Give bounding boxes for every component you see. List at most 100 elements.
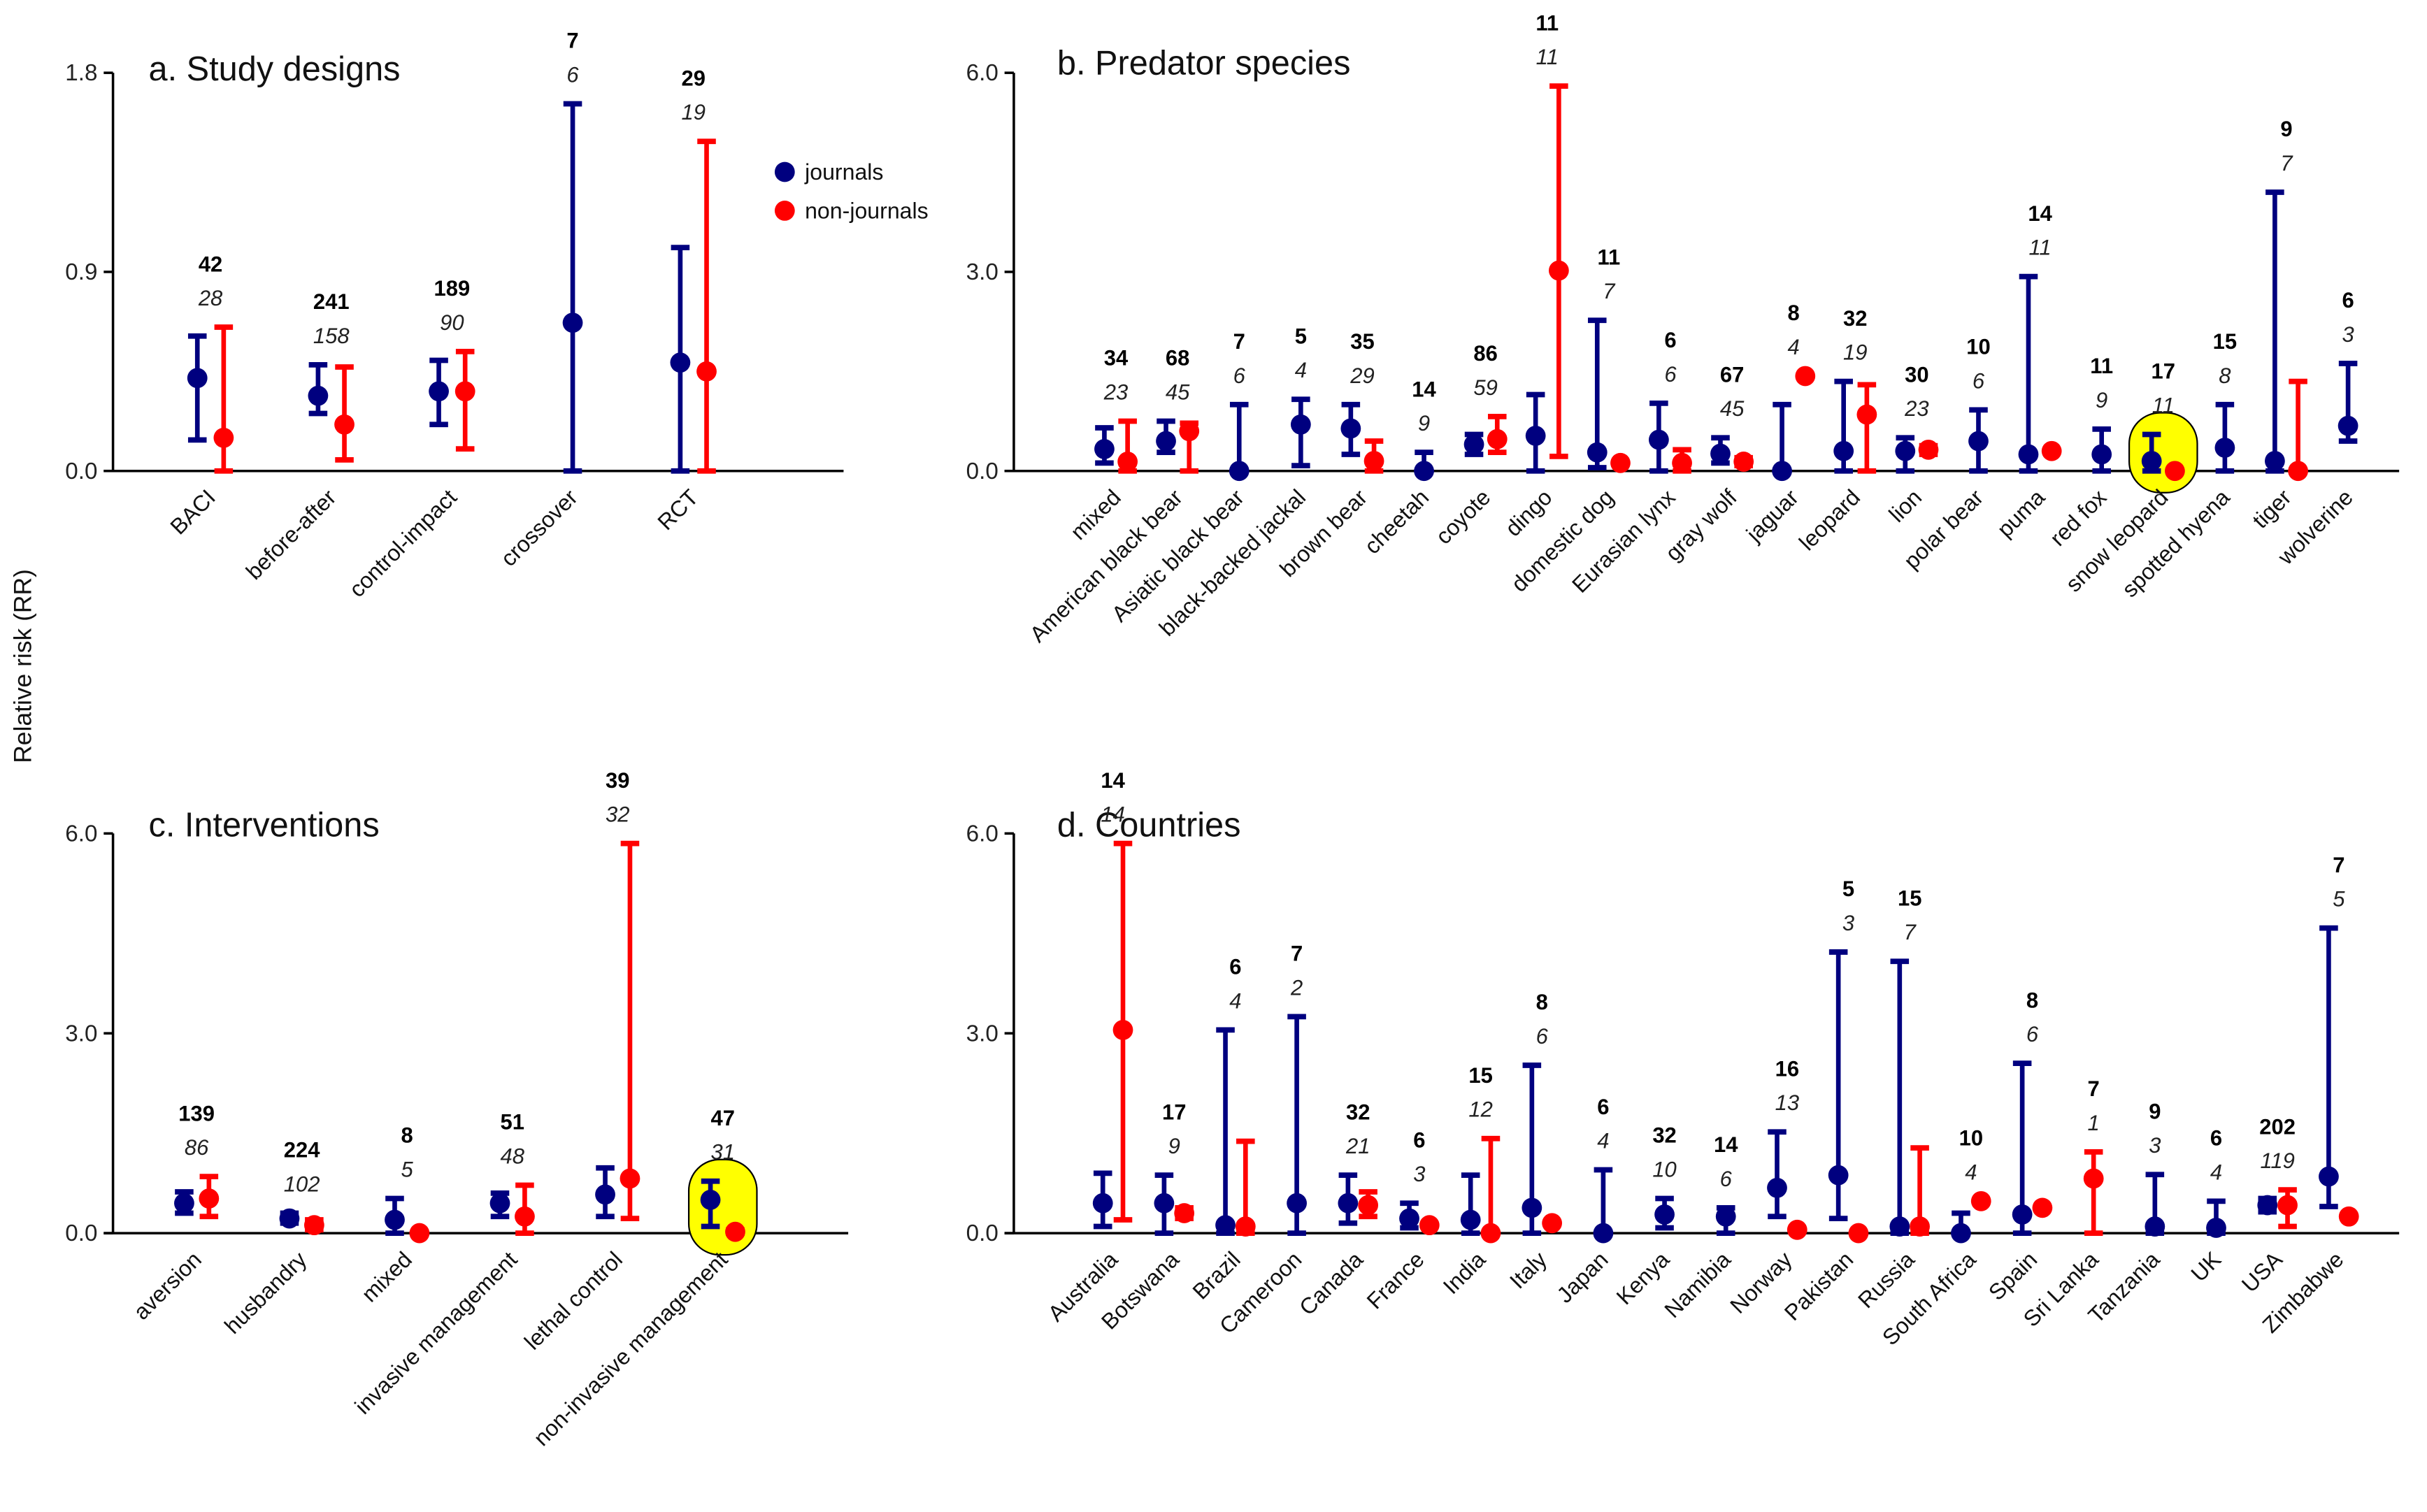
point-journals-russia (1889, 1216, 1910, 1237)
legend-label-journals: journals (804, 159, 883, 185)
point-non-journals-husbandry (303, 1215, 324, 1236)
category-label-cheetah: cheetah (1359, 484, 1433, 559)
n-sub-label: 12 (1468, 1097, 1492, 1122)
category-label-lion: lion (1884, 484, 1926, 527)
y-axis-label: Relative risk (RR) (8, 569, 36, 763)
point-journals-cheetah (1414, 461, 1434, 482)
point-non-journals-non-invasive-management (725, 1221, 745, 1242)
n-sub-label: 7 (2280, 151, 2293, 175)
n-sub-label: 21 (1345, 1134, 1370, 1158)
point-non-journals-snow-leopard (2165, 461, 2185, 482)
point-journals-polar-bear (1968, 431, 1989, 452)
point-journals-husbandry (279, 1208, 300, 1229)
n-sub-label: 11 (2029, 236, 2052, 260)
category-label-husbandry: husbandry (220, 1246, 311, 1339)
n-total-label: 34 (1104, 346, 1129, 370)
point-journals-italy (1522, 1197, 1542, 1218)
point-journals-south-africa (1951, 1223, 1971, 1244)
n-total-label: 35 (1350, 329, 1374, 354)
n-total-label: 8 (401, 1123, 413, 1148)
category-label-namibia: Namibia (1659, 1246, 1735, 1323)
n-total-label: 7 (566, 29, 578, 53)
n-total-label: 14 (1714, 1132, 1738, 1157)
point-non-journals-puma (2041, 440, 2062, 461)
point-non-journals-control-impact (454, 381, 475, 402)
point-non-journals-domestic-dog (1610, 452, 1631, 473)
point-non-journals-south-africa (1970, 1190, 1991, 1211)
n-total-label: 47 (711, 1106, 735, 1130)
panel-title: c. Interventions (149, 807, 380, 844)
n-sub-label: 119 (2260, 1149, 2294, 1173)
n-sub-label: 5 (401, 1157, 414, 1181)
panel-countries: d. Countries0.03.06.01414Australia917Bot… (966, 768, 2400, 1350)
y-tick-label: 6.0 (966, 821, 998, 847)
legend-label-non-journals: non-journals (805, 198, 929, 223)
category-label-italy: Italy (1505, 1246, 1552, 1293)
n-total-label: 6 (1413, 1128, 1425, 1152)
n-sub-label: 7 (1603, 279, 1616, 303)
n-sub-label: 3 (1842, 911, 1854, 935)
n-sub-label: 6 (566, 62, 579, 87)
category-label-uk: UK (2186, 1246, 2226, 1286)
n-sub-label: 28 (198, 286, 223, 310)
n-total-label: 16 (1775, 1056, 1799, 1081)
n-sub-label: 7 (1904, 920, 1917, 944)
point-journals-invasive-management (489, 1193, 510, 1214)
n-sub-label: 4 (1597, 1129, 1609, 1153)
point-journals-pakistan (1828, 1165, 1849, 1186)
n-total-label: 86 (1473, 341, 1497, 366)
point-journals-before-after (308, 385, 329, 406)
point-non-journals-canada (1358, 1195, 1379, 1216)
point-journals-coyote (1463, 434, 1484, 455)
n-sub-label: 6 (1664, 362, 1677, 387)
category-label-tiger: tiger (2247, 484, 2296, 533)
point-journals-crossover (562, 312, 583, 333)
category-label-spain: Spain (1984, 1246, 2042, 1305)
point-non-journals-norway (1787, 1219, 1807, 1240)
y-tick-label: 0.0 (966, 459, 998, 484)
point-journals-brown-bear (1340, 418, 1361, 439)
point-journals-zimbabwe (2319, 1166, 2339, 1187)
category-label-crossover: crossover (496, 484, 582, 571)
n-sub-label: 6 (1536, 1024, 1549, 1049)
point-journals-tiger (2265, 451, 2285, 471)
point-non-journals-australia (1112, 1020, 1133, 1040)
n-total-label: 241 (313, 289, 350, 314)
category-label-mixed: mixed (1066, 484, 1126, 545)
point-journals-france (1399, 1208, 1419, 1229)
n-total-label: 7 (1233, 329, 1245, 354)
n-sub-label: 102 (284, 1172, 320, 1196)
n-sub-label: 2 (1290, 975, 1303, 1000)
n-sub-label: 45 (1720, 396, 1745, 421)
n-sub-label: 19 (681, 100, 705, 124)
n-total-label: 8 (2026, 988, 2038, 1012)
point-non-journals-gray-wolf (1733, 452, 1754, 472)
n-total-label: 5 (1842, 877, 1854, 901)
point-journals-lethal-control (595, 1184, 615, 1205)
n-sub-label: 6 (1720, 1167, 1733, 1191)
point-journals-mixed (1094, 438, 1115, 459)
point-non-journals-coyote (1487, 429, 1508, 449)
panel-title: b. Predator species (1057, 44, 1351, 82)
point-non-journals-dingo (1548, 260, 1569, 281)
point-journals-australia (1092, 1193, 1113, 1214)
point-non-journals-brown-bear (1363, 451, 1384, 471)
n-sub-label: 45 (1166, 380, 1190, 404)
category-label-coyote: coyote (1431, 484, 1495, 549)
point-journals-rct (670, 352, 691, 373)
n-total-label: 17 (1162, 1100, 1186, 1124)
point-non-journals-usa (2277, 1195, 2298, 1216)
n-sub-label: 13 (1775, 1090, 1799, 1115)
category-label-rct: RCT (652, 484, 703, 535)
point-non-journals-italy (1542, 1213, 1563, 1234)
point-journals-snow-leopard (2141, 451, 2162, 471)
point-journals-canada (1338, 1193, 1359, 1214)
point-journals-botswana (1154, 1193, 1175, 1214)
panel-predator-species: b. Predator species0.03.06.02334mixed456… (966, 10, 2400, 647)
point-journals-uk (2206, 1218, 2226, 1238)
n-total-label: 15 (1898, 886, 1921, 910)
n-sub-label: 4 (2210, 1160, 2222, 1184)
n-sub-label: 31 (711, 1140, 735, 1165)
y-tick-label: 0.0 (966, 1221, 998, 1246)
point-journals-asiatic-black-bear (1229, 461, 1250, 482)
